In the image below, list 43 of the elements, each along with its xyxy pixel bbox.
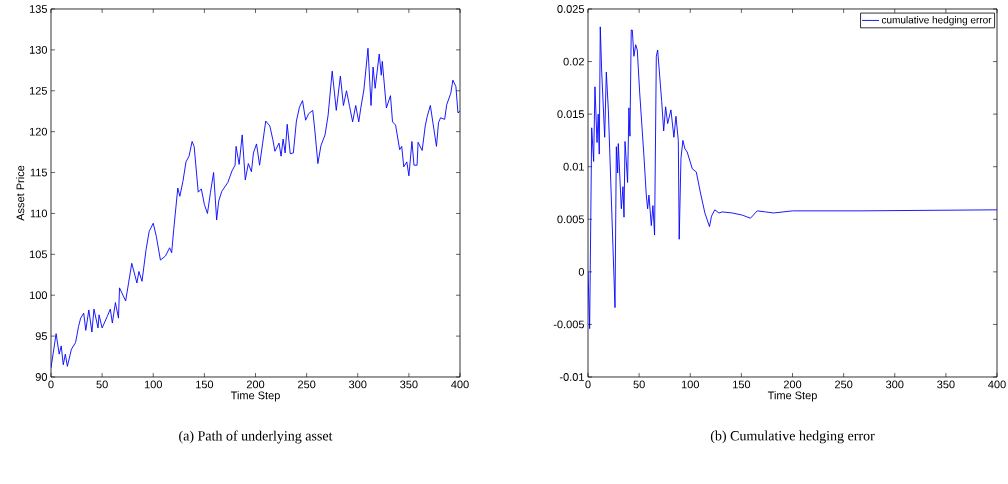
x-tick-label: 150 <box>196 380 214 389</box>
x-tick-label: 200 <box>783 380 802 389</box>
y-tick-label: 0.01 <box>563 162 584 171</box>
y-tick-label: 100 <box>29 291 48 300</box>
y-tick-label: 120 <box>29 127 48 136</box>
x-tick-label: 0 <box>585 380 591 389</box>
x-tick-label: 350 <box>400 380 418 389</box>
x-tick-label: 350 <box>937 380 955 389</box>
y-tick-label: 0.02 <box>563 57 584 66</box>
y-tick-label: 90 <box>35 373 48 381</box>
x-tick-label: 50 <box>96 380 108 389</box>
x-tick-label: 100 <box>144 380 162 389</box>
x-tick-label: 300 <box>886 380 904 389</box>
x-tick-label: 250 <box>835 380 853 389</box>
line-series <box>588 26 998 330</box>
y-axis-title: Asset Price <box>16 165 25 221</box>
x-axis-title: Time Step <box>230 391 280 402</box>
legend-label: cumulative hedging error <box>881 16 992 26</box>
x-tick-label: 100 <box>681 380 699 389</box>
y-tick-label: -0.01 <box>559 373 584 381</box>
text: (b) Cumulative hedging error <box>710 430 875 444</box>
y-tick-label: 130 <box>29 46 48 54</box>
x-tick-label: 0 <box>48 380 54 389</box>
y-tick-label: 0.005 <box>557 215 584 224</box>
x-tick-label: 50 <box>633 380 645 389</box>
y-tick-label: -0.005 <box>553 320 584 329</box>
x-tick-label: 150 <box>733 380 751 389</box>
y-tick-label: 105 <box>29 250 47 259</box>
y-tick-label: 0.015 <box>557 110 584 119</box>
x-tick-label: 300 <box>349 380 367 389</box>
y-tick-label: 110 <box>30 209 48 218</box>
y-tick-label: 95 <box>35 332 47 341</box>
text: (a) Path of underlying asset <box>179 430 333 444</box>
y-tick-label: 115 <box>30 168 47 177</box>
x-tick-label: 400 <box>988 380 1006 389</box>
y-tick-label: 0 <box>578 267 585 276</box>
x-tick-label: 200 <box>246 380 265 389</box>
y-tick-label: 125 <box>29 86 47 95</box>
y-tick-label: 0.025 <box>557 5 584 13</box>
x-axis-title: Time Step <box>767 391 817 402</box>
x-tick-label: 250 <box>298 380 316 389</box>
x-tick-label: 400 <box>451 380 469 389</box>
y-tick-label: 135 <box>29 5 47 13</box>
